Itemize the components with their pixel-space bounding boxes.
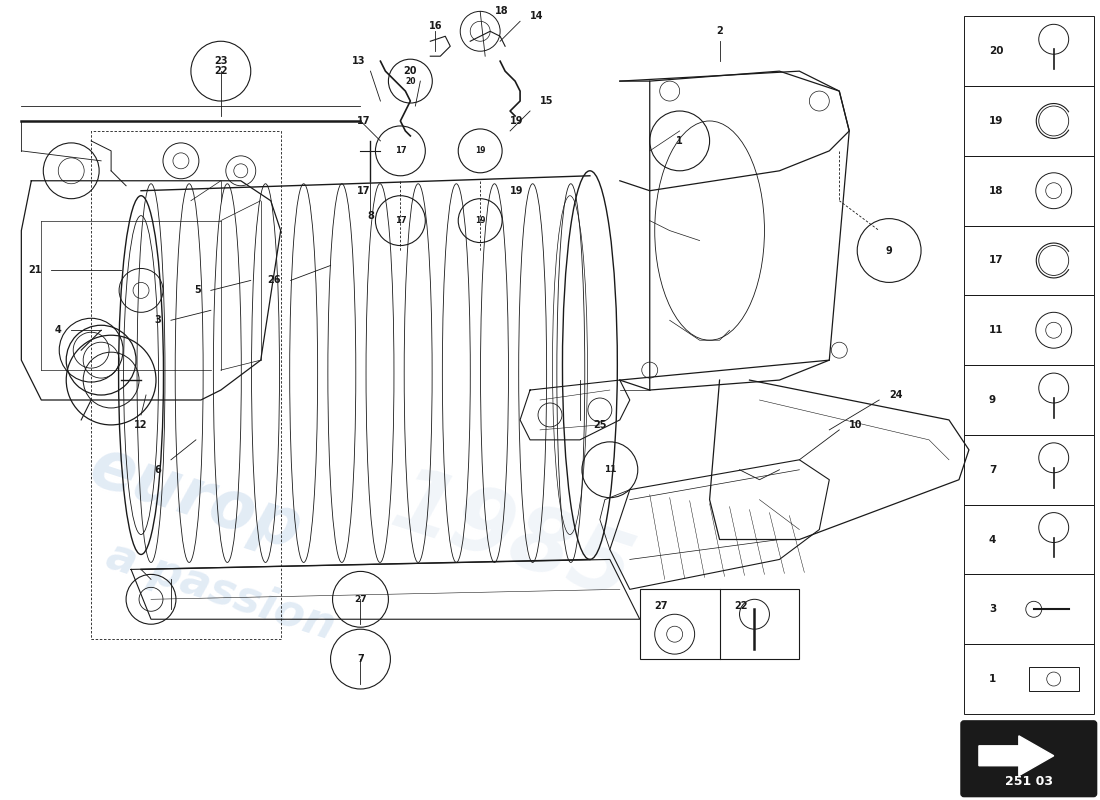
Text: 5: 5 <box>194 286 201 295</box>
Text: 17: 17 <box>989 255 1003 266</box>
Text: 1: 1 <box>989 674 997 684</box>
Text: 17: 17 <box>395 146 406 155</box>
Text: 18: 18 <box>989 186 1003 196</box>
Text: 19: 19 <box>510 116 524 126</box>
Text: 23: 23 <box>214 56 228 66</box>
Text: 26: 26 <box>267 275 280 286</box>
Text: 14: 14 <box>530 11 543 22</box>
Text: 19: 19 <box>475 216 485 225</box>
Text: 2: 2 <box>716 26 723 36</box>
Polygon shape <box>979 736 1054 776</box>
Text: 16: 16 <box>429 22 442 31</box>
Text: 20: 20 <box>404 66 417 76</box>
Text: 15: 15 <box>540 96 553 106</box>
Text: 8: 8 <box>367 210 374 221</box>
Text: a passion: a passion <box>101 534 341 648</box>
Text: 27: 27 <box>354 595 366 604</box>
Text: 1985: 1985 <box>381 459 642 618</box>
Text: 7: 7 <box>358 654 364 664</box>
Text: 9: 9 <box>886 246 892 255</box>
Text: 11: 11 <box>989 326 1003 335</box>
FancyBboxPatch shape <box>961 721 1097 797</box>
Text: 19: 19 <box>475 146 485 155</box>
Text: 20: 20 <box>989 46 1003 56</box>
Text: 20: 20 <box>405 77 416 86</box>
Text: 18: 18 <box>495 6 509 16</box>
Text: 22: 22 <box>735 602 748 611</box>
Text: 25: 25 <box>593 420 606 430</box>
Text: europ: europ <box>81 433 310 563</box>
Text: 1: 1 <box>676 136 683 146</box>
Text: 9: 9 <box>989 395 996 405</box>
Text: 27: 27 <box>654 602 668 611</box>
Text: 12: 12 <box>134 420 147 430</box>
Text: 19: 19 <box>989 116 1003 126</box>
Text: 21: 21 <box>28 266 42 275</box>
Text: 3: 3 <box>989 604 997 614</box>
Text: 7: 7 <box>989 465 997 474</box>
Text: 11: 11 <box>604 466 616 474</box>
Text: 6: 6 <box>154 465 161 474</box>
Text: 10: 10 <box>849 420 862 430</box>
Text: 17: 17 <box>395 216 406 225</box>
Text: 17: 17 <box>358 116 371 126</box>
Text: 4: 4 <box>989 534 997 545</box>
Text: 251 03: 251 03 <box>1004 775 1053 788</box>
Text: 4: 4 <box>55 326 62 335</box>
Text: 3: 3 <box>154 315 161 326</box>
Text: 24: 24 <box>889 390 903 400</box>
Text: 13: 13 <box>352 56 365 66</box>
Text: 22: 22 <box>214 66 228 76</box>
Text: 17: 17 <box>358 186 371 196</box>
Text: 19: 19 <box>510 186 524 196</box>
